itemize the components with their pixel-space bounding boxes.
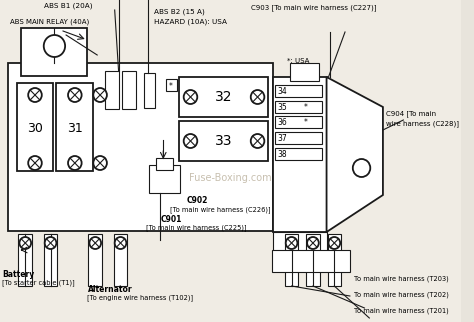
Circle shape [307,237,319,249]
Bar [21,28,88,76]
Circle shape [251,90,264,104]
Bar [179,121,268,161]
Text: *: USA: *: USA [287,58,309,64]
Circle shape [286,237,297,249]
Circle shape [90,237,101,249]
Text: 33: 33 [215,134,232,148]
Text: 38: 38 [277,149,287,158]
Bar [18,234,32,286]
Bar [89,234,102,286]
Text: C903 [To main wire harness (C227)]: C903 [To main wire harness (C227)] [251,4,376,11]
Text: [To engine wire harness (T102)]: [To engine wire harness (T102)] [88,294,193,301]
Bar [149,165,180,193]
Text: 36: 36 [277,118,287,127]
Text: 35: 35 [277,102,287,111]
Bar [8,63,273,231]
Circle shape [44,35,65,57]
Bar [17,83,54,171]
Text: [To starter cable (T1)]: [To starter cable (T1)] [2,279,75,286]
Bar [285,234,298,286]
Circle shape [115,237,127,249]
Bar [166,79,177,91]
Bar [306,234,320,286]
Circle shape [68,156,82,170]
Text: Alternator: Alternator [88,285,132,294]
Text: ABS B2 (15 A): ABS B2 (15 A) [154,8,204,14]
Circle shape [184,134,197,148]
Text: HAZARD (10A): USA: HAZARD (10A): USA [154,18,227,24]
Text: [To main wire harness (C225)]: [To main wire harness (C225)] [146,224,246,231]
Circle shape [28,88,42,102]
Text: ABS B1 (20A): ABS B1 (20A) [44,2,92,8]
Text: 37: 37 [277,134,287,143]
Text: Battery: Battery [2,270,34,279]
Bar [275,101,322,113]
Text: To main wire harness (T202): To main wire harness (T202) [354,292,449,298]
Circle shape [93,156,107,170]
Circle shape [45,237,56,249]
Text: C904 [To main: C904 [To main [386,110,436,117]
Circle shape [93,88,107,102]
Bar [105,71,118,109]
Circle shape [184,90,197,104]
Bar [56,83,93,171]
Circle shape [19,237,31,249]
Text: wire harness (C228)]: wire harness (C228)] [386,120,459,127]
Text: C902: C902 [187,196,208,205]
Bar [114,234,128,286]
Text: *: * [169,82,173,91]
Text: To main wire harness (T203): To main wire harness (T203) [354,276,448,282]
Text: *: * [304,102,308,111]
Bar [290,63,319,81]
Bar [273,232,327,252]
Bar [275,148,322,160]
Circle shape [328,237,340,249]
Bar [275,116,322,128]
Bar [122,71,136,109]
Bar [275,132,322,144]
Bar [275,85,322,97]
Text: ABS MAIN RELAY (40A): ABS MAIN RELAY (40A) [10,18,89,24]
Circle shape [353,159,370,177]
Text: 30: 30 [27,121,43,135]
Bar [179,77,268,117]
Polygon shape [327,77,383,232]
Bar [144,73,155,108]
Text: 31: 31 [67,121,82,135]
Bar [328,234,341,286]
Text: *: * [304,118,308,127]
Bar [272,250,350,272]
Circle shape [251,134,264,148]
Text: Fuse-Boxing.com: Fuse-Boxing.com [189,173,272,183]
Bar [273,77,327,232]
Text: C901: C901 [160,215,182,224]
Circle shape [68,88,82,102]
Bar [155,158,173,170]
Text: [To main wire harness (C226)]: [To main wire harness (C226)] [170,206,271,213]
Bar [44,234,57,286]
Circle shape [28,156,42,170]
Text: 34: 34 [277,87,287,96]
Text: 32: 32 [215,90,232,104]
Text: To main wire harness (T201): To main wire harness (T201) [354,308,448,315]
